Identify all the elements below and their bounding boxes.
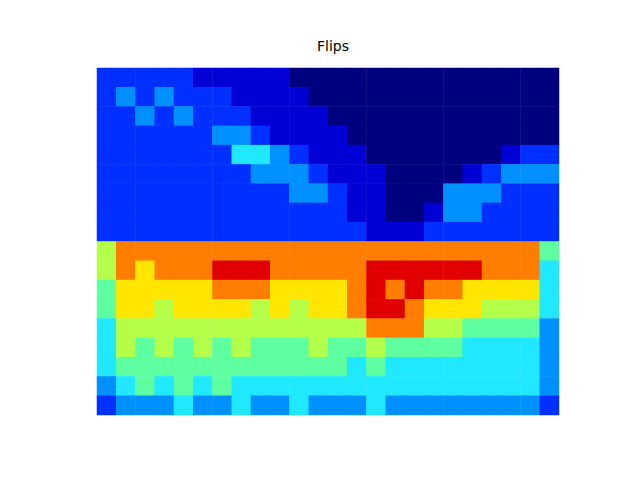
- svg-text:Flips: Flips: [317, 38, 349, 54]
